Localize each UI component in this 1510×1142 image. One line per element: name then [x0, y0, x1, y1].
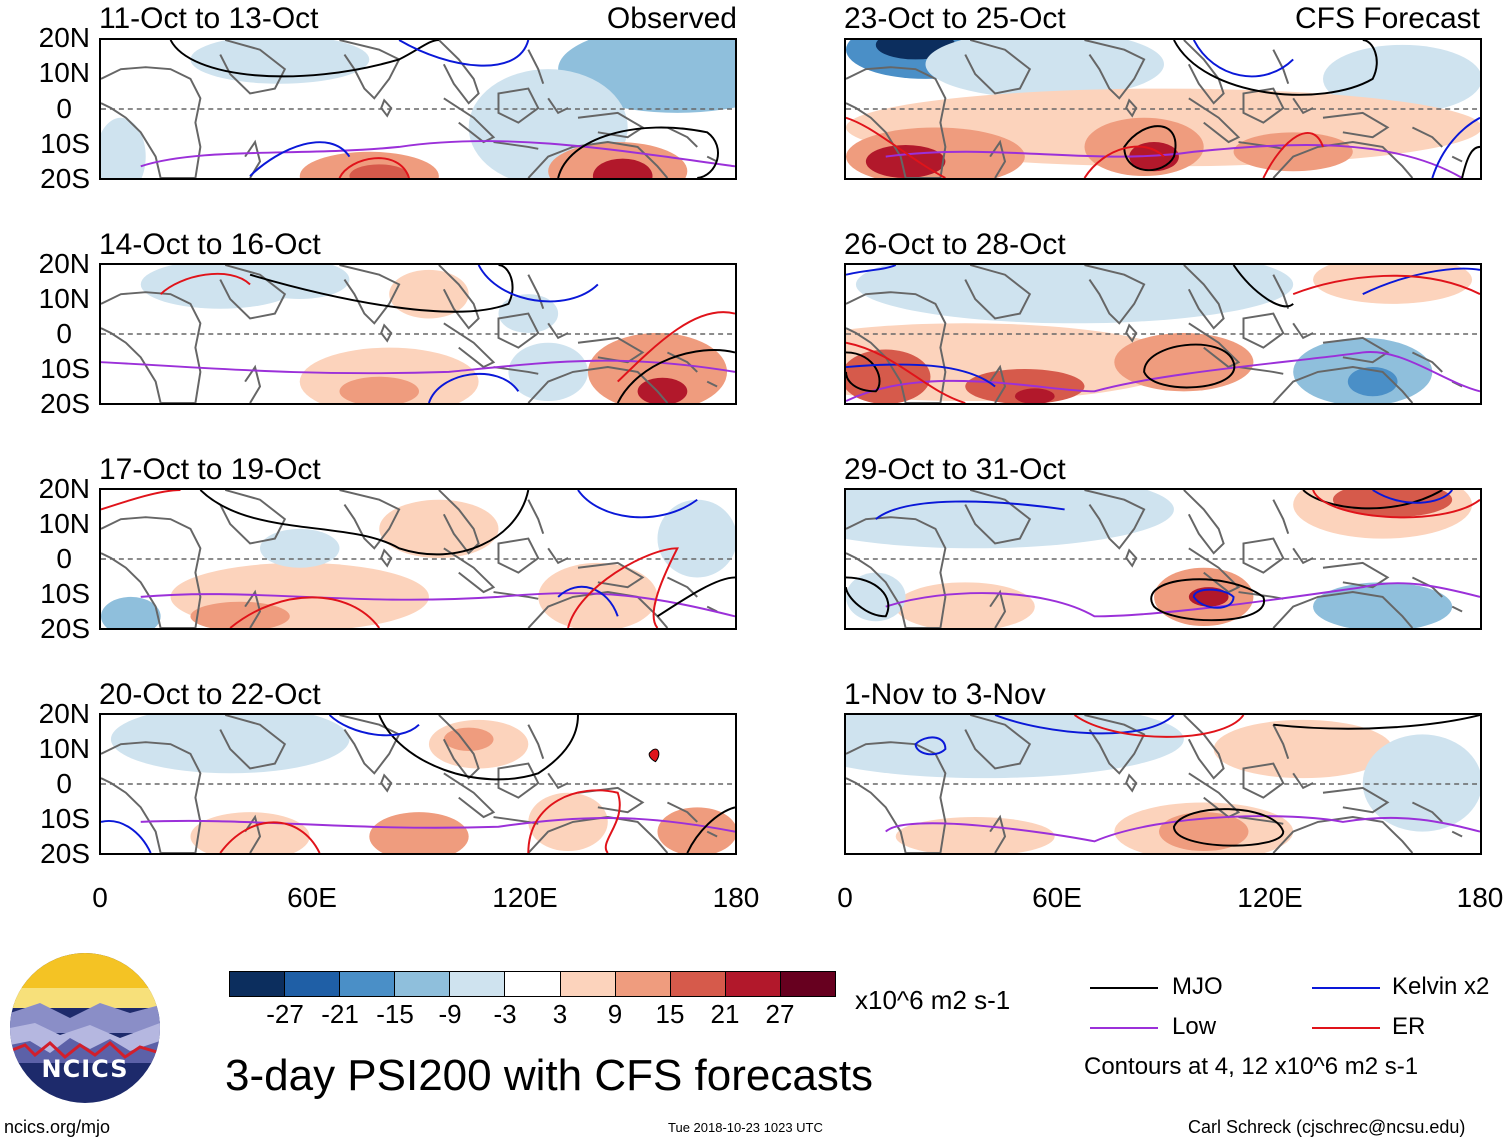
lon-label-0-right: 0 — [837, 882, 853, 913]
legend-contour-note: Contours at 4, 12 x10^6 m2 s-1 — [1084, 1053, 1419, 1080]
lat-label-10n-l1: 10N — [38, 57, 90, 88]
lon-label-60e-left: 60E — [287, 882, 337, 913]
lat-label-20s-l3: 20S — [40, 613, 90, 644]
lat-label-10s-l4: 10S — [40, 803, 90, 834]
lat-label-10n-l3: 10N — [38, 508, 90, 539]
panel-title-left-3: 17-Oct to 19-Oct — [99, 453, 321, 486]
colorbar-tick-label: 27 — [765, 999, 795, 1029]
colorbar-tick-label: 9 — [607, 999, 623, 1029]
footer-url[interactable]: ncics.org/mjo — [4, 1117, 111, 1137]
lat-label-10n-l4: 10N — [38, 733, 90, 764]
ncics-logo-text: NCICS — [41, 1055, 129, 1083]
colorbar-tick-label: 21 — [710, 999, 740, 1029]
lat-label-20n-l4: 20N — [38, 698, 90, 729]
colorbar-tick-label: -3 — [493, 999, 517, 1029]
panel-title-right-1: 23-Oct to 25-Oct — [844, 2, 1066, 35]
colorbar-tick-label: 3 — [552, 999, 568, 1029]
lon-label-120e-right: 120E — [1237, 882, 1303, 913]
lat-label-20s-l4: 20S — [40, 838, 90, 869]
panel-label-cfs-forecast: CFS Forecast — [1294, 2, 1480, 35]
lat-label-20s-l2: 20S — [40, 388, 90, 419]
colorbar-swatch — [779, 972, 836, 996]
colorbar-swatch — [724, 972, 780, 996]
lat-label-0-l1: 0 — [56, 93, 72, 124]
lat-label-20s-l1: 20S — [40, 163, 90, 194]
lat-label-20n-l2: 20N — [38, 248, 90, 279]
lat-label-10s-l1: 10S — [40, 128, 90, 159]
legend-swatch-mjo — [1090, 987, 1158, 989]
map-panel-left-3 — [99, 488, 737, 630]
lon-label-120e-left: 120E — [492, 882, 558, 913]
lon-label-0-left: 0 — [92, 882, 108, 913]
panel-title-left-4: 20-Oct to 22-Oct — [99, 678, 321, 711]
panel-title-left-1: 11-Oct to 13-Oct — [99, 2, 319, 35]
legend-label-mjo: MJO — [1172, 973, 1223, 1000]
colorbar-swatch — [504, 972, 560, 996]
footer-credit: Carl Schreck (cjschrec@ncsu.edu) — [1188, 1117, 1466, 1137]
colorbar-units: x10^6 m2 s-1 — [855, 985, 1011, 1015]
lat-label-20n-l1: 20N — [38, 22, 90, 53]
lat-label-10n-l2: 10N — [38, 283, 90, 314]
colorbar-swatch — [559, 972, 615, 996]
legend-swatch-er — [1312, 1027, 1380, 1029]
ncics-logo[interactable]: NCICS — [10, 953, 160, 1103]
lat-label-10s-l2: 10S — [40, 353, 90, 384]
lon-label-180-right: 180 — [1456, 882, 1504, 913]
map-panel-right-2 — [844, 263, 1482, 405]
main-title: 3-day PSI200 with CFS forecasts — [225, 1051, 874, 1100]
colorbar-swatch — [669, 972, 725, 996]
footer-timestamp: Tue 2018-10-23 1023 UTC — [668, 1120, 823, 1135]
map-panel-left-2 — [99, 263, 737, 405]
legend-swatch-kelvin — [1312, 987, 1380, 989]
colorbar-tick-label: -21 — [321, 999, 359, 1029]
map-panel-right-4 — [844, 713, 1482, 855]
lon-label-60e-right: 60E — [1032, 882, 1082, 913]
lat-label-0-l4: 0 — [56, 768, 72, 799]
colorbar-swatch — [230, 972, 285, 996]
panel-title-right-2: 26-Oct to 28-Oct — [844, 228, 1066, 261]
legend-swatch-low — [1090, 1027, 1158, 1029]
ncics-logo-graphic — [10, 953, 160, 1103]
colorbar-swatch — [394, 972, 450, 996]
panel-label-observed: Observed — [606, 2, 737, 35]
map-panel-right-3 — [844, 488, 1482, 630]
lon-label-180-left: 180 — [712, 882, 760, 913]
colorbar-swatch — [449, 972, 505, 996]
colorbar-tick-label: 15 — [655, 999, 685, 1029]
lat-label-20n-l3: 20N — [38, 473, 90, 504]
colorbar-swatch — [614, 972, 670, 996]
panel-title-right-3: 29-Oct to 31-Oct — [844, 453, 1066, 486]
map-panel-left-1 — [99, 38, 737, 180]
legend-label-er: ER — [1392, 1013, 1426, 1040]
colorbar-swatch — [339, 972, 395, 996]
lat-label-10s-l3: 10S — [40, 578, 90, 609]
legend-label-low: Low — [1172, 1013, 1217, 1040]
map-panel-left-4 — [99, 713, 737, 855]
colorbar-swatch — [284, 972, 340, 996]
lat-label-0-l2: 0 — [56, 318, 72, 349]
colorbar-tick-label: -27 — [266, 999, 304, 1029]
legend-label-kelvin: Kelvin x2 — [1392, 973, 1490, 1000]
panel-title-left-2: 14-Oct to 16-Oct — [99, 228, 321, 261]
colorbar-tick-label: -15 — [376, 999, 414, 1029]
colorbar — [229, 971, 836, 997]
panel-title-right-4: 1-Nov to 3-Nov — [844, 678, 1046, 711]
lat-label-0-l3: 0 — [56, 543, 72, 574]
colorbar-tick-label: -9 — [438, 999, 462, 1029]
map-panel-right-1 — [844, 38, 1482, 180]
